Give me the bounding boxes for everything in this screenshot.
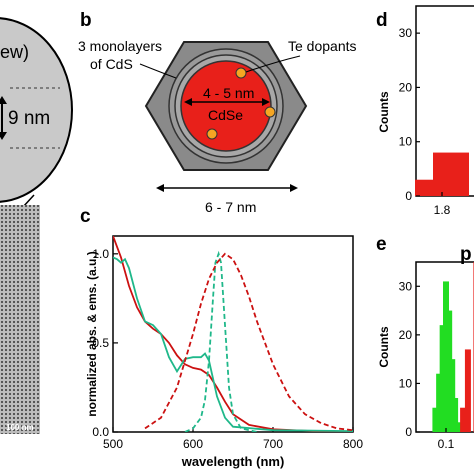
histogram-bar (460, 407, 467, 432)
tem-image (0, 205, 40, 437)
series-line-1 (113, 236, 353, 432)
x-tick-label: 0.1 (438, 437, 455, 451)
total-arrow-left (156, 184, 164, 192)
plot-d-bars (415, 152, 469, 196)
total-size-label: 6 - 7 nm (205, 199, 256, 215)
series-line-2 (113, 256, 353, 432)
panel-e-title: p (460, 244, 472, 265)
core-arrow-left (184, 98, 192, 106)
plot-c-series (113, 236, 353, 432)
histogram-bar (454, 422, 461, 432)
core-arrow-right (262, 98, 270, 106)
panel-c-label: c (80, 206, 91, 227)
y-tick-label: 1.0 (92, 247, 109, 261)
histogram-bar (432, 407, 439, 432)
scale-bar (0, 434, 44, 438)
y-tick-label: 30 (399, 26, 413, 40)
x-tick-label: 500 (103, 437, 123, 451)
shell-label-line2: of CdS (90, 56, 133, 72)
magnified-particle-circle (0, 17, 73, 203)
histogram-bar (464, 349, 471, 432)
panel-d-label: d (376, 10, 388, 31)
x-tick-label: 800 (343, 437, 363, 451)
y-tick-label: 0.5 (92, 336, 109, 350)
plot-c-xlabel: wavelength (nm) (181, 454, 285, 469)
histogram-bar (452, 398, 459, 432)
histogram-bar (439, 325, 446, 432)
panel-d: d 0 10 20 30 1.8 Counts (376, 5, 474, 217)
histogram-bar (451, 152, 469, 196)
total-arrow-right (290, 184, 298, 192)
x-tick-label: 700 (263, 437, 283, 451)
y-tick-label: 20 (399, 80, 413, 94)
histogram-bar (433, 152, 451, 196)
plot-e-ylabel: Counts (377, 326, 391, 368)
plot-c-frame (112, 235, 354, 433)
shell-pointer (139, 63, 177, 79)
panel-a: ew) 9 nm 100 nm (0, 17, 73, 438)
series-line-3 (184, 250, 258, 432)
core-material-label: CdSe (208, 107, 243, 123)
histogram-bar (436, 373, 443, 432)
y-tick-label: 10 (399, 135, 413, 149)
dopant-3 (206, 128, 218, 140)
view-label: ew) (0, 42, 29, 62)
x-tick-label: 1.8 (434, 203, 451, 217)
plot-c-ylabel: normalized abs. & ems. (a.u.) (85, 251, 99, 416)
plot-d-ylabel: Counts (377, 91, 391, 133)
y-tick-label: 10 (399, 376, 413, 390)
y-tick-label: 20 (399, 328, 413, 342)
scale-bar-label: 100 nm (6, 423, 34, 432)
particle-size-label: 9 nm (8, 108, 50, 129)
plot-e-bars (432, 281, 471, 432)
core-size-label: 4 - 5 nm (203, 85, 254, 101)
dopant-pointer (245, 55, 301, 73)
plot-d-ticks: 0 10 20 30 1.8 (399, 26, 451, 217)
arrow-head-down (0, 132, 7, 140)
panel-b-label: b (80, 10, 92, 31)
dopant-2 (264, 106, 276, 118)
cdse-core (180, 60, 272, 152)
histogram-bar (443, 281, 449, 432)
histogram-bar (449, 359, 456, 432)
y-tick-label: 30 (399, 279, 413, 293)
y-tick-label: 0 (405, 425, 412, 439)
histogram-bar (446, 310, 453, 432)
panel-b: b 3 monolayers of CdS Te dopants 4 - 5 n… (78, 10, 357, 215)
y-tick-label: 0.0 (92, 425, 109, 439)
plot-c-ticks: 500 600 700 800 0.0 0.5 1.0 (92, 247, 363, 451)
panel-e-label: e (376, 234, 387, 255)
arrow-head-up (0, 96, 7, 104)
dopant-1 (235, 67, 247, 79)
histogram-bar (415, 179, 433, 196)
x-tick-label: 600 (183, 437, 203, 451)
dopant-label: Te dopants (288, 38, 357, 54)
y-tick-label: 0 (405, 189, 412, 203)
shell-label-line1: 3 monolayers (78, 38, 162, 54)
series-line-4 (144, 252, 353, 432)
